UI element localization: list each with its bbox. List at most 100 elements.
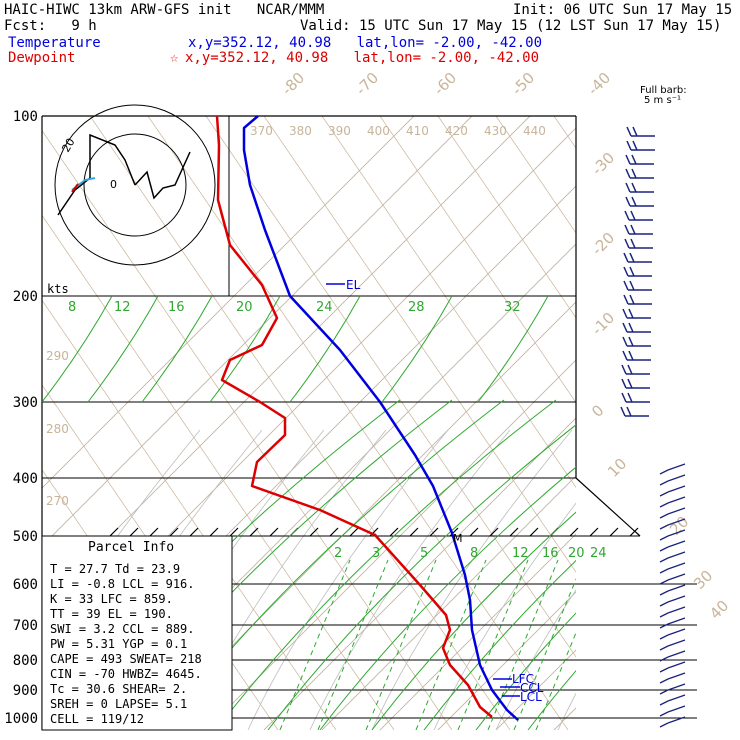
wind-barb-flag [659,469,669,475]
wind-barb-shaft [667,584,686,592]
mixing-ratio-dashed [365,559,437,730]
theta-label: 390 [328,124,351,138]
hatch-mark [409,527,419,537]
wind-barb-shaft [667,639,686,647]
wind-barb-shaft [667,672,686,680]
parcel-info-row: K = 33 LFC = 859. [50,592,173,606]
wind-barb-flag [659,480,669,486]
mixing-ratio-label: 16 [168,300,185,315]
wind-barb-flag [623,294,629,305]
isotherm-label: 10 [604,455,630,481]
theta-label: 430 [484,124,507,138]
wind-barb-flag [629,266,635,277]
wind-barb-shaft [667,705,686,713]
wind-barb-flag [626,140,632,151]
wind-barb-flag [629,294,635,305]
wind-barb-shaft [667,683,686,691]
wind-barb-flag [625,168,631,179]
wind-barb-flag [659,568,669,574]
wind-barb-flag [628,308,634,319]
mixing-ratio-line [42,295,113,403]
mixing-ratio-dashed [457,559,529,730]
isotherm-label: -70 [352,69,382,99]
wind-barb-flag [659,656,669,662]
wind-barb-flag [625,196,631,207]
adiabat-line [670,116,740,730]
adiabat-line [147,116,569,730]
isotherm-line [670,116,740,730]
wind-barb-shaft [667,650,686,658]
m-label: M [453,532,463,545]
isotherm-label: -40 [584,69,614,99]
isotherm-line [495,649,576,730]
adiabat-line [728,116,740,730]
isotherm-label: -30 [588,149,618,179]
mixing-ratio-label: 8 [470,546,478,561]
adiabat-line [553,116,576,149]
hatch-mark [229,527,239,537]
barb-legend-units: 5 m s⁻¹ [644,95,681,106]
isotherm-label: -50 [508,69,538,99]
wind-barb-flag [626,406,632,417]
wind-barb-flag [622,322,628,333]
wind-barb-flag [624,210,630,221]
wind-barb-shaft [667,496,686,504]
wind-barb-flag [621,378,627,389]
wind-barb-flag [627,378,633,389]
el-label: EL [346,278,361,292]
hatch-mark [489,527,499,537]
theta-label: 370 [250,124,273,138]
adiabat-line [42,129,453,730]
mixing-ratio-dashed [317,559,389,730]
wind-barb-shaft [667,463,686,471]
hatch-mark [329,527,339,537]
isotherm-label: -10 [588,309,618,339]
hatch-mark [429,527,439,537]
wind-barb-flag [659,590,669,596]
mixing-ratio-label: 24 [590,546,607,561]
hatch-mark [149,527,159,537]
theta-label: 410 [406,124,429,138]
barb-legend-title: Full barb: [640,85,687,96]
pressure-label: 200 [13,289,38,305]
moist-adiabat [247,429,449,730]
parcel-info-row: SWI = 3.2 CCL = 889. [50,622,195,636]
mixing-ratio-dashed [513,578,576,730]
theta-label: 380 [289,124,312,138]
mixing-ratio-label: 12 [114,300,131,315]
pressure-label: 500 [13,529,38,545]
wind-barb-flag [659,700,669,706]
wind-barb-flag [624,224,630,235]
wind-barb-shaft [667,551,686,559]
moist-adiabat [495,589,576,730]
theta-label: 270 [46,494,69,508]
temperature-location: x,y=352.12, 40.98 lat,lon= -2.00, -42.00 [188,35,543,51]
adiabat-line [379,116,576,404]
isotherm-label: -60 [430,69,460,99]
isotherm-line [147,301,576,730]
wind-barb-flag [659,524,669,530]
wind-barb-shaft [667,485,686,493]
mixing-ratio-curve [371,511,576,730]
isotherm-line [612,116,740,730]
wind-barb-flag [621,364,627,375]
isotherm-line [437,591,576,730]
mixing-ratio-line [289,295,361,403]
mixing-ratio-line [381,295,453,403]
mixing-ratio-label: 32 [504,300,521,315]
isotherm-line [205,359,576,730]
mixing-ratio-dashed [415,559,487,730]
wind-barb-flag [659,513,669,519]
isotherm-line [42,116,415,489]
hatch-mark [309,527,319,537]
hatch-mark [189,527,199,537]
wind-barb-flag [630,224,636,235]
wind-barb-flag [631,168,637,179]
dewpoint-marker: ☆ [170,50,179,66]
wind-barb-flag [621,392,627,403]
isotherm-line [42,116,531,605]
isotherm-line [42,116,473,547]
wind-barb-flag [626,126,632,137]
wind-barb-flag [631,196,637,207]
hatch-mark [509,527,519,537]
